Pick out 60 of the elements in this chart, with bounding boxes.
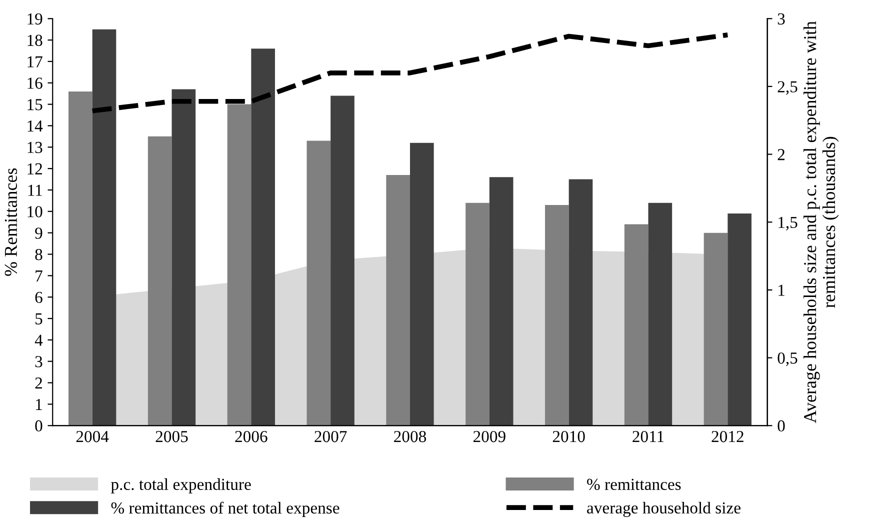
x-tick-label: 2010 [552, 430, 585, 442]
y-tick-label: 3 [35, 356, 42, 368]
bar [410, 142, 434, 426]
x-tick-label: 2008 [394, 430, 426, 442]
y-tick-label: 17 [28, 56, 42, 68]
x-tick-label: 2004 [76, 430, 109, 442]
y-tick-label: 5 [36, 313, 42, 324]
y2-tick-label: 0 [778, 420, 785, 432]
y2-tick-label: 2,5 [778, 81, 798, 95]
y-tick-label: 15 [28, 99, 42, 110]
bar [92, 29, 116, 426]
y-axis-title: % Remittances [4, 168, 18, 276]
bar [148, 136, 172, 426]
y2-tick-label: 2 [778, 149, 785, 160]
bar [227, 104, 252, 426]
y-tick-label: 7 [36, 270, 42, 282]
y-tick-label: 2 [35, 378, 42, 389]
bar [624, 224, 648, 426]
x-tick-label: 2012 [712, 430, 744, 442]
y-tick-label: 1 [36, 398, 42, 410]
y-tick-label: 9 [35, 228, 42, 239]
y-tick-label: 8 [35, 248, 42, 260]
x-tick-label: 2009 [473, 430, 506, 442]
x-tick-label: 2005 [156, 430, 188, 442]
y-tick-label: 10 [28, 206, 42, 218]
bar [172, 89, 196, 426]
bar [704, 232, 728, 426]
legend-label: % remittances [587, 478, 681, 490]
y2-tick-label: 0,5 [778, 352, 798, 366]
legend-label: % remittances of net total expense [111, 502, 340, 517]
x-tick-label: 2007 [314, 430, 347, 442]
legend-label: p.c. total expenditure [110, 478, 251, 494]
y-tick-label: 18 [28, 34, 42, 46]
y2-tick-label: 3 [778, 13, 785, 25]
legend-label: average household size [587, 502, 740, 517]
y-tick-label: 12 [28, 163, 42, 174]
y-tick-label: 16 [28, 78, 42, 89]
bar [648, 202, 672, 426]
y-tick-label: 14 [28, 120, 43, 132]
x-tick-label: 2011 [632, 430, 664, 442]
bar [251, 48, 275, 426]
y-tick-label: 13 [28, 142, 42, 154]
bar [306, 140, 331, 426]
x-tick-label: 2006 [235, 430, 268, 442]
y-tick-label: 11 [28, 184, 42, 196]
y2-axis-title: Average households size and p.c. total expenditure with remittances (thousands) [803, 21, 839, 424]
bar [386, 174, 410, 426]
y-tick-label: 19 [28, 13, 42, 25]
bar [728, 214, 752, 426]
y-tick-label: 6 [35, 292, 42, 304]
bar [330, 96, 354, 426]
y2-tick-label: 1 [778, 284, 784, 296]
bar [466, 202, 490, 426]
bar [568, 179, 593, 426]
bar [489, 177, 514, 426]
y-tick-label: 4 [34, 334, 43, 346]
y2-tick-label: 1,5 [778, 216, 798, 230]
y-tick-label: 0 [35, 420, 42, 432]
bar [68, 91, 92, 426]
bar [545, 204, 569, 426]
